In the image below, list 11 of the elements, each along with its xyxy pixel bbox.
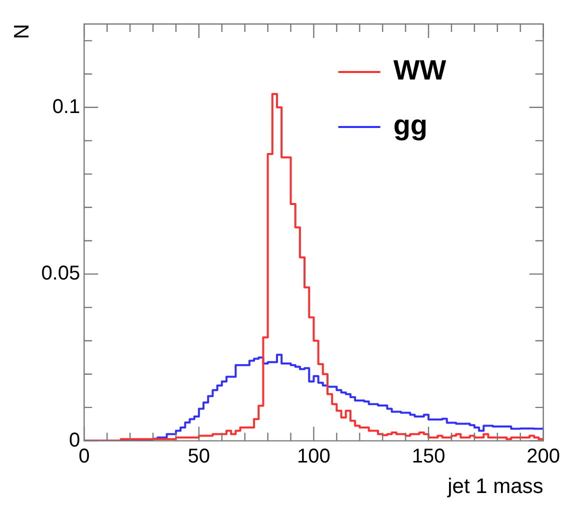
- legend-label: WW: [393, 54, 447, 86]
- y-axis-title: N: [10, 24, 34, 40]
- x-tick-label: 50: [188, 445, 210, 468]
- y-tick-label: 0.1: [52, 96, 80, 118]
- y-tick-label: 0.05: [41, 262, 80, 285]
- x-tick-label: 150: [412, 445, 446, 468]
- x-tick-label: 100: [297, 445, 330, 468]
- x-axis-title: jet 1 mass: [446, 475, 544, 498]
- legend-label: gg: [393, 110, 428, 141]
- y-tick-label: 0: [69, 429, 80, 452]
- x-tick-label: 200: [526, 445, 560, 468]
